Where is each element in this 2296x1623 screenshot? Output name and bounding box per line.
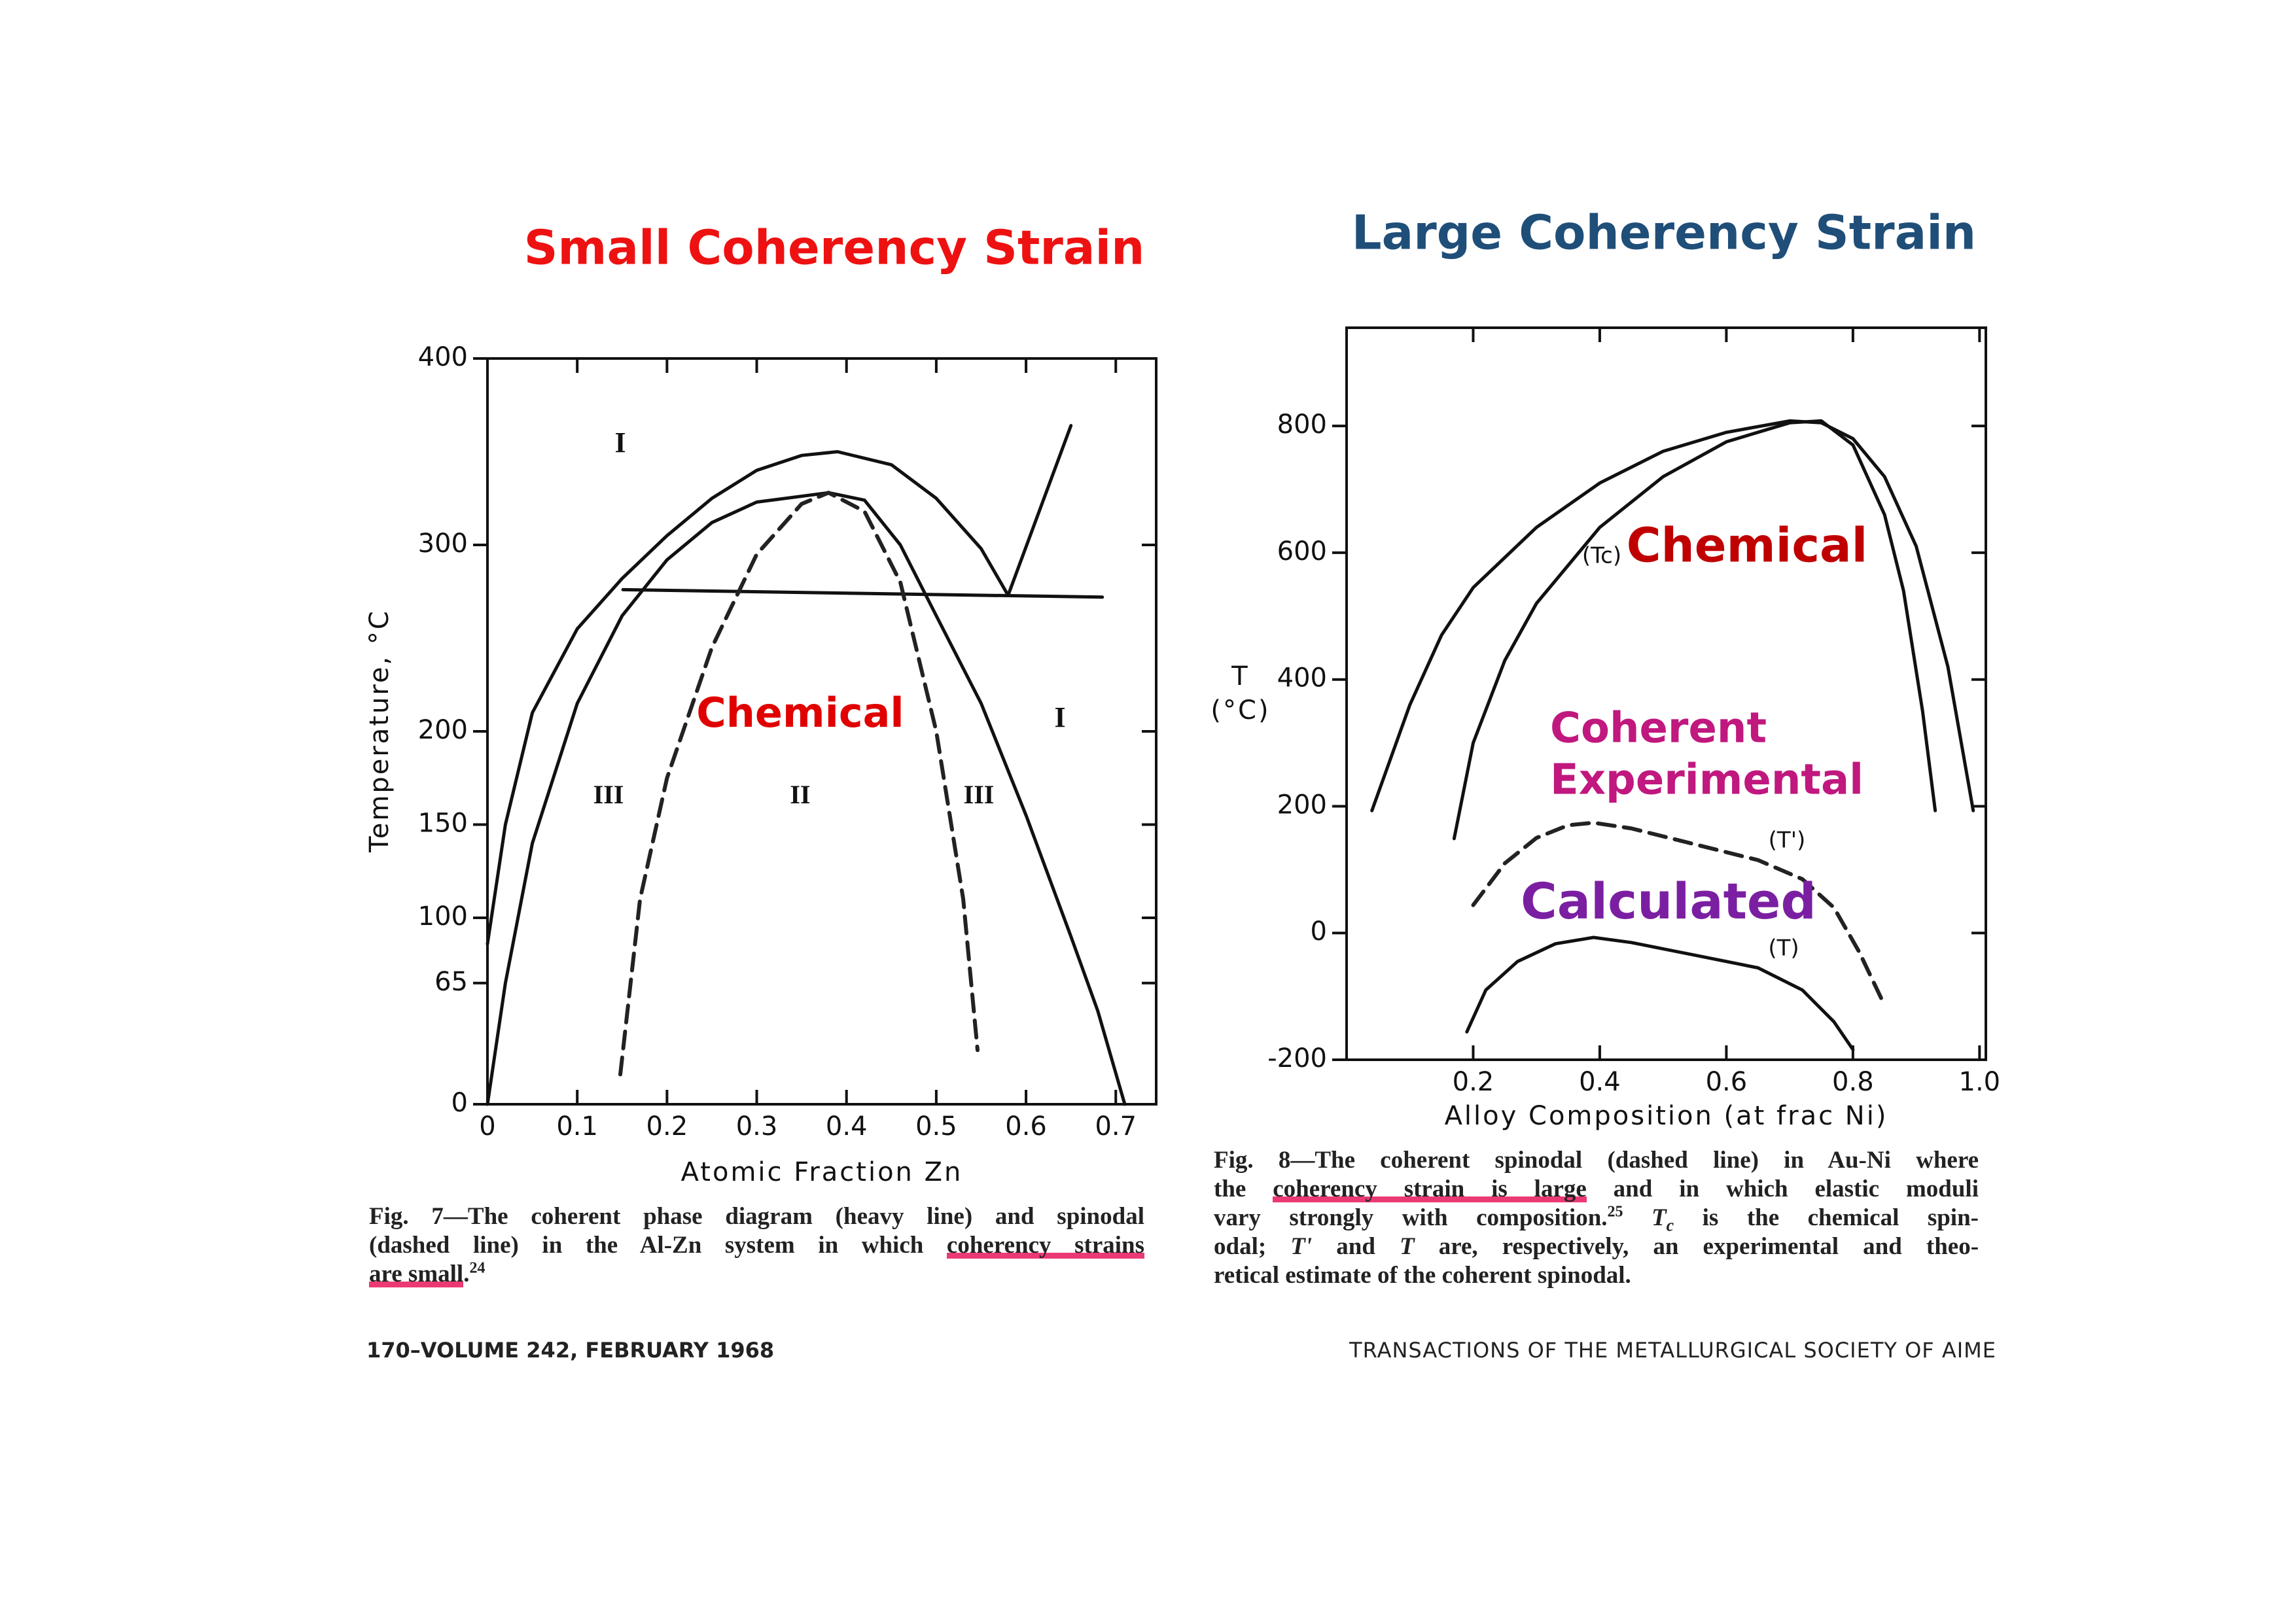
y-axis-title: (°C): [1210, 695, 1270, 725]
annotation: (T): [1768, 935, 1799, 962]
y-axis-title: Temperature, °C: [364, 609, 395, 853]
caption-line: Fig. 8—The coherent spinodal (dashed lin…: [1214, 1146, 1979, 1175]
x-tick-label: 0.7: [1095, 1111, 1137, 1142]
x-tick-label: 1.0: [1959, 1067, 2001, 1097]
y-tick-label: 150: [418, 809, 468, 839]
caption-text: and: [1312, 1233, 1400, 1260]
caption-text: is the chemical spin-: [1674, 1204, 1979, 1231]
annotation: Experimental: [1550, 756, 1863, 805]
caption-text: coherency strain is large: [1273, 1176, 1587, 1202]
dashed-curve: [1471, 820, 1887, 1007]
dashed-curve: [618, 491, 980, 1077]
y-tick-label: 800: [1277, 410, 1327, 440]
figure-caption: Fig. 8—The coherent spinodal (dashed lin…: [1214, 1146, 1979, 1290]
y-tick-label: 0: [1311, 916, 1327, 947]
caption-text: .: [463, 1261, 470, 1287]
x-tick-label: 0.6: [1706, 1067, 1748, 1097]
caption-text: vary strongly with composition.: [1214, 1204, 1608, 1231]
caption-text: 24: [469, 1259, 486, 1277]
annotation: (Tc): [1582, 543, 1621, 569]
caption-text: are, respectively, an experimental and t…: [1414, 1233, 1979, 1260]
y-tick-label: 200: [418, 715, 468, 745]
annotation: I: [614, 427, 626, 459]
annotation: III: [964, 780, 995, 809]
x-tick-label: 0.8: [1832, 1067, 1874, 1097]
caption-text: (dashed line) in the Al-Zn system in whi…: [369, 1232, 947, 1259]
curve: [1452, 419, 1937, 841]
caption-text: c: [1666, 1215, 1674, 1235]
y-tick-label: 0: [451, 1088, 468, 1118]
x-axis-title: Alloy Composition (at frac Ni): [1445, 1101, 1888, 1131]
x-tick-label: 0.4: [1579, 1067, 1621, 1097]
y-axis-title: T: [1231, 661, 1249, 691]
curve: [621, 587, 1104, 599]
caption-line: odal; T' and T are, respectively, an exp…: [1214, 1232, 1979, 1261]
x-tick-label: 0.6: [1005, 1111, 1047, 1142]
annotation: III: [593, 780, 624, 809]
annotation: (T'): [1769, 828, 1806, 854]
caption-text: the: [1214, 1176, 1273, 1202]
annotation: Calculated: [1521, 872, 1816, 930]
caption-text: odal;: [1214, 1233, 1291, 1260]
y-tick-label: 400: [418, 342, 468, 372]
caption-line: Fig. 7—The coherent phase diagram (heavy…: [369, 1202, 1144, 1231]
x-tick-label: 0.4: [826, 1111, 868, 1142]
y-tick-label: 200: [1277, 790, 1327, 820]
y-tick-label: -200: [1267, 1043, 1327, 1073]
caption-text: are small: [369, 1261, 464, 1287]
annotation: I: [1054, 701, 1065, 733]
curve: [1006, 424, 1073, 597]
caption-text: Fig. 7—The coherent phase diagram (heavy…: [369, 1203, 1144, 1230]
caption-text: coherency strains: [946, 1232, 1144, 1259]
caption-text: and in which elastic moduli: [1586, 1176, 1979, 1202]
x-tick-label: 0.2: [1453, 1067, 1494, 1097]
annotation: Chemical: [696, 689, 904, 737]
y-tick-label: 400: [1277, 663, 1327, 693]
x-tick-label: 0: [479, 1111, 495, 1142]
annotation: Chemical: [1627, 518, 1868, 573]
curve: [1465, 935, 1855, 1051]
caption-line: retical estimate of the coherent spinoda…: [1214, 1261, 1979, 1290]
caption-text: 25: [1607, 1203, 1623, 1221]
curve: [486, 450, 1010, 946]
caption-line: (dashed line) in the Al-Zn system in whi…: [369, 1231, 1144, 1260]
y-tick-label: 600: [1277, 536, 1327, 567]
caption-text: T: [1623, 1204, 1667, 1231]
annotation: Coherent: [1550, 705, 1767, 753]
caption-text: T: [1400, 1233, 1415, 1260]
caption-line: the coherency strain is large and in whi…: [1214, 1175, 1979, 1204]
chart-title: Large Coherency Strain: [1352, 205, 1976, 260]
annotation: II: [790, 780, 810, 809]
x-tick-label: 0.5: [915, 1111, 957, 1142]
x-tick-label: 0.3: [736, 1111, 778, 1142]
caption-line: vary strongly with composition.25 Tc is …: [1214, 1203, 1979, 1235]
footer-right: TRANSACTIONS OF THE METALLURGICAL SOCIET…: [1349, 1338, 1996, 1363]
chart-title: Small Coherency Strain: [524, 220, 1145, 275]
caption-text: retical estimate of the coherent spinoda…: [1214, 1262, 1631, 1289]
curve: [1370, 419, 1975, 812]
footer-left: 170–VOLUME 242, FEBRUARY 1968: [366, 1338, 775, 1363]
caption-line: are small.24: [369, 1260, 1144, 1289]
y-tick-label: 100: [418, 901, 468, 932]
caption-text: Fig. 8—The coherent spinodal (dashed lin…: [1214, 1147, 1979, 1174]
x-tick-label: 0.2: [646, 1111, 688, 1142]
x-axis-title: Atomic Fraction Zn: [681, 1157, 963, 1187]
plot-frame: [1345, 326, 1987, 1061]
y-tick-label: 65: [434, 967, 468, 997]
figure-caption: Fig. 7—The coherent phase diagram (heavy…: [369, 1202, 1144, 1289]
x-tick-label: 0.1: [556, 1111, 598, 1142]
caption-text: T': [1290, 1233, 1313, 1260]
y-tick-label: 300: [418, 529, 468, 559]
